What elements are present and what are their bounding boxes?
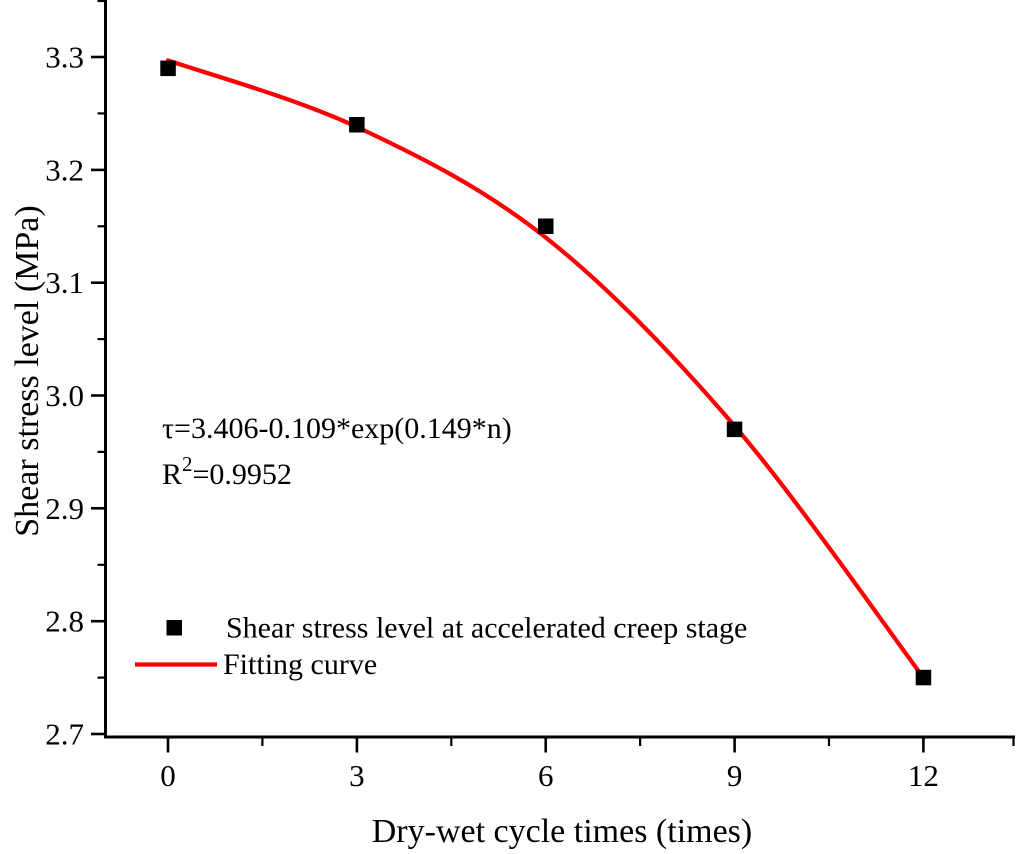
fitting-curve-line [165,58,926,680]
legend-label-curve: Fitting curve [223,648,377,681]
x-major-ticks [166,738,925,753]
r-squared-base: R [162,458,182,491]
y-tick-label: 3.3 [45,40,84,75]
x-tick-label: 0 [160,758,176,793]
x-tick-labels: 0 3 6 9 12 [160,758,939,793]
x-axis: 0 3 6 9 12 [104,735,1015,793]
scatter-points [160,60,932,686]
y-major-ticks [91,55,104,736]
y-axis-title: Shear stress level (MPa) [9,205,46,536]
x-tick-label: 3 [349,758,365,793]
data-point-square [349,117,365,133]
r-squared-value: =0.9952 [193,458,292,491]
y-tick-label: 2.7 [45,717,84,752]
r-squared-text: R2=0.9952 [162,452,292,491]
data-point-square [160,60,176,77]
data-point-square [915,669,932,686]
legend-square-marker [166,620,182,636]
y-tick-label: 2.8 [45,604,84,639]
legend-label-scatter: Shear stress level at accelerated creep … [226,612,747,645]
legend: Shear stress level at accelerated creep … [135,612,747,681]
y-tick-label: 3.1 [45,265,84,300]
annotation: τ=3.406-0.109*exp(0.149*n) R2=0.9952 [162,412,512,491]
y-axis: 2.7 2.8 2.9 3.0 3.1 3.2 3.3 [45,0,107,752]
data-point-square [726,421,743,438]
x-axis-title: Dry-wet cycle times (times) [372,813,752,850]
data-point-square [538,218,554,234]
x-tick-label: 12 [908,758,939,793]
y-tick-labels: 2.7 2.8 2.9 3.0 3.1 3.2 3.3 [45,40,84,752]
y-tick-label: 3.0 [45,378,84,413]
fit-equation-text: τ=3.406-0.109*exp(0.149*n) [162,412,512,445]
x-minor-ticks [261,738,1015,746]
y-tick-label: 2.9 [45,491,84,526]
r-squared-superscript: 2 [182,452,193,476]
y-minor-ticks [97,0,104,679]
y-tick-label: 3.2 [45,152,84,187]
x-tick-label: 9 [727,758,743,793]
x-tick-label: 6 [538,758,554,793]
